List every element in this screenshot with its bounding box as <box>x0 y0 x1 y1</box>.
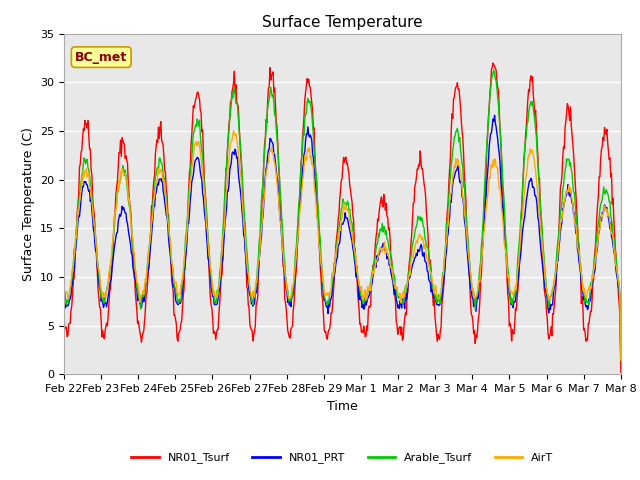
AirT <box>617 357 625 363</box>
AirT <box>60 289 68 295</box>
NR01_PRT <box>184 221 192 227</box>
AirT <box>127 227 135 233</box>
Arable_Tsurf <box>426 264 434 270</box>
AirT <box>214 295 221 300</box>
NR01_PRT <box>127 251 135 256</box>
Text: BC_met: BC_met <box>75 51 127 64</box>
NR01_PRT <box>617 356 625 362</box>
Arable_Tsurf <box>184 206 192 212</box>
NR01_PRT <box>70 269 78 275</box>
AirT <box>70 254 78 260</box>
NR01_PRT <box>214 301 221 307</box>
Line: NR01_PRT: NR01_PRT <box>64 115 621 359</box>
Arable_Tsurf <box>214 288 221 293</box>
NR01_Tsurf <box>127 222 135 228</box>
NR01_Tsurf <box>489 60 497 66</box>
Line: Arable_Tsurf: Arable_Tsurf <box>64 70 621 359</box>
Arable_Tsurf <box>70 247 78 253</box>
NR01_Tsurf <box>410 200 418 205</box>
Arable_Tsurf <box>60 288 68 294</box>
NR01_Tsurf <box>184 212 192 218</box>
AirT <box>184 212 192 218</box>
NR01_Tsurf <box>70 276 78 281</box>
Arable_Tsurf <box>410 235 418 240</box>
Arable_Tsurf <box>127 221 135 227</box>
AirT <box>411 245 419 251</box>
Arable_Tsurf <box>490 67 498 72</box>
Line: AirT: AirT <box>64 131 621 360</box>
NR01_Tsurf <box>617 370 625 375</box>
Arable_Tsurf <box>617 356 625 361</box>
NR01_PRT <box>410 257 418 263</box>
Title: Surface Temperature: Surface Temperature <box>262 15 422 30</box>
AirT <box>428 269 435 275</box>
NR01_Tsurf <box>60 316 68 322</box>
NR01_Tsurf <box>214 326 221 332</box>
Legend: NR01_Tsurf, NR01_PRT, Arable_Tsurf, AirT: NR01_Tsurf, NR01_PRT, Arable_Tsurf, AirT <box>127 448 558 468</box>
NR01_Tsurf <box>426 257 434 263</box>
NR01_PRT <box>491 112 499 118</box>
NR01_PRT <box>426 279 434 285</box>
AirT <box>230 128 237 134</box>
Line: NR01_Tsurf: NR01_Tsurf <box>64 63 621 372</box>
X-axis label: Time: Time <box>327 400 358 413</box>
NR01_PRT <box>60 295 68 300</box>
Y-axis label: Surface Temperature (C): Surface Temperature (C) <box>22 127 35 281</box>
